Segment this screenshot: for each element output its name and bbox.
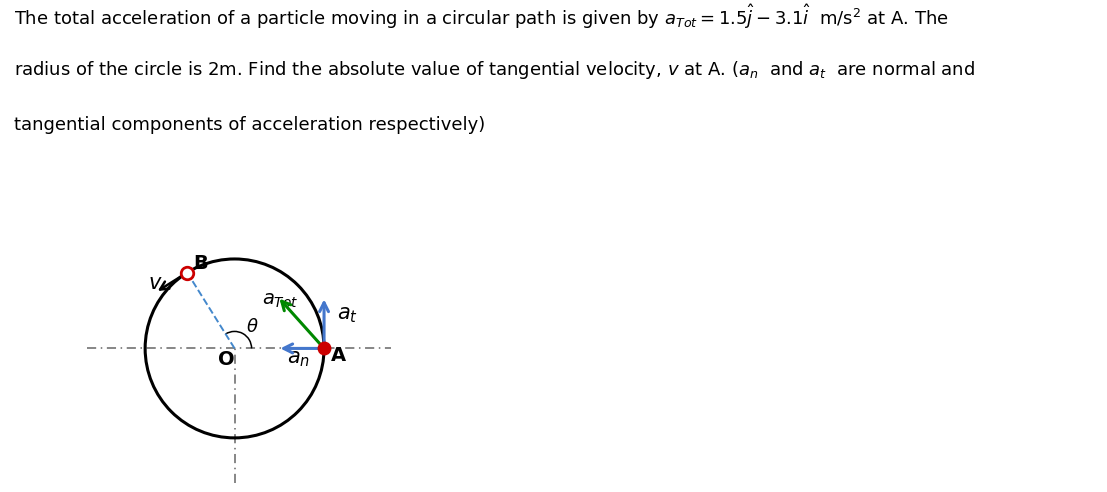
Text: $\mathit{a}_{t}$: $\mathit{a}_{t}$	[337, 306, 358, 326]
Text: $\mathit{v}$: $\mathit{v}$	[148, 273, 163, 293]
Text: $\mathit{a}_{Tot}$: $\mathit{a}_{Tot}$	[262, 291, 298, 310]
Text: The total acceleration of a particle moving in a circular path is given by $a_{T: The total acceleration of a particle mov…	[14, 2, 949, 31]
Text: $\theta$: $\theta$	[246, 318, 259, 336]
Text: $\mathit{a}_{n}$: $\mathit{a}_{n}$	[287, 349, 310, 369]
Text: tangential components of acceleration respectively): tangential components of acceleration re…	[14, 116, 486, 134]
Text: O: O	[218, 349, 235, 369]
Text: A: A	[331, 346, 346, 365]
Text: B: B	[194, 254, 208, 273]
Text: radius of the circle is 2m. Find the absolute value of tangential velocity, $v$ : radius of the circle is 2m. Find the abs…	[14, 59, 975, 81]
